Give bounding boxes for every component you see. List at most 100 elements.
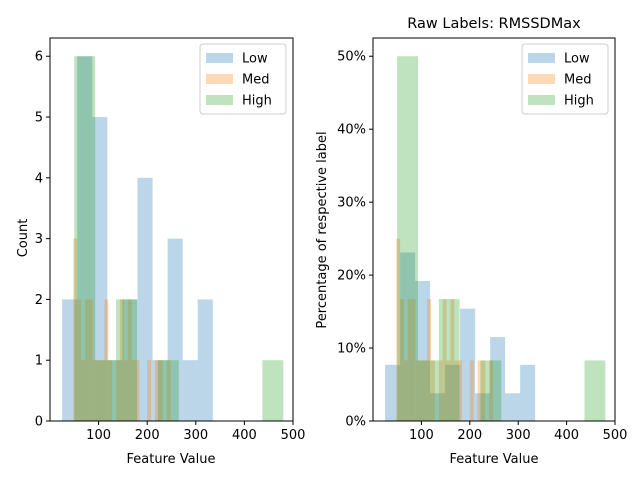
histogram-bar-high <box>438 299 460 421</box>
histogram-bar-low <box>415 280 431 421</box>
histogram-bar-med <box>489 360 494 421</box>
histogram-bar-high <box>397 56 419 421</box>
histogram-bar-low <box>505 393 521 421</box>
x-tick-label: 100 <box>86 428 111 443</box>
histogram-bar-med <box>123 360 128 421</box>
histogram-bar-med <box>135 360 140 421</box>
x-tick-label: 200 <box>457 428 482 443</box>
histogram-bar-low <box>445 364 461 421</box>
histogram-bar-low <box>167 238 183 421</box>
histogram-bar-high <box>262 360 284 421</box>
histogram-bar-med <box>154 360 159 421</box>
y-tick-label: 0 <box>35 415 43 430</box>
histogram-bar-med <box>403 360 408 421</box>
histogram-bar-med <box>396 238 401 421</box>
y-tick-label: 4 <box>35 171 43 186</box>
y-tick-label: 30% <box>337 196 366 211</box>
histogram-bar-med <box>96 360 101 421</box>
histogram-bar-low <box>490 337 506 421</box>
legend-box <box>521 43 609 115</box>
histogram-bar-med <box>84 299 89 421</box>
axes-frame <box>49 37 294 422</box>
histogram-bar-low <box>107 360 123 421</box>
y-tick-label: 40% <box>337 123 366 138</box>
legend-label-med: Med <box>242 73 269 88</box>
y-tick-label: 10% <box>337 342 366 357</box>
histogram-bar-low <box>197 299 213 421</box>
histogram-bar-med <box>81 360 85 421</box>
histogram-bar-med <box>442 299 447 421</box>
histogram-bar-low <box>122 299 138 421</box>
histogram-bar-med <box>450 299 455 421</box>
histogram-bar-high <box>418 360 439 421</box>
bar-group <box>62 56 284 422</box>
legend: Low Med High <box>521 43 609 115</box>
x-tick-label: 500 <box>603 428 628 443</box>
y-tick-label: 2 <box>35 293 43 308</box>
histogram-bar-low <box>62 299 78 421</box>
histogram-bar-low <box>182 360 198 421</box>
y-axis-ticks: 0% 10% 20% 30% 40% 50% <box>337 50 373 430</box>
histogram-bar-high <box>584 360 606 421</box>
x-tick-label: 300 <box>183 428 208 443</box>
legend-label-low: Low <box>564 52 590 67</box>
histogram-bar-low <box>137 177 153 421</box>
chart-title: Raw Labels: RMSSDMax <box>407 16 581 32</box>
y-tick-label: 20% <box>337 269 366 284</box>
legend-box <box>199 43 287 115</box>
histogram-bar-med <box>119 299 124 421</box>
histogram-bar-med <box>481 360 486 421</box>
histogram-bar-med <box>147 360 152 421</box>
x-axis-label: Feature Value <box>450 452 539 467</box>
legend-swatch-med <box>206 74 233 84</box>
y-tick-label: 1 <box>35 354 43 369</box>
x-axis-label: Feature Value <box>127 452 216 467</box>
histogram-bar-high <box>74 56 96 421</box>
histogram-bar-med <box>458 360 463 421</box>
histogram-bar-med <box>77 299 82 421</box>
histogram-bar-med <box>454 360 459 421</box>
bar-group <box>385 56 606 421</box>
histogram-bar-low <box>430 393 446 421</box>
y-tick-label: 50% <box>337 50 366 65</box>
histogram-bar-med <box>469 360 474 421</box>
histogram-bar-med <box>400 299 404 421</box>
y-axis-ticks: 0 1 2 3 4 5 6 <box>35 50 50 430</box>
legend-swatch-low <box>528 53 555 63</box>
histogram-bar-med <box>116 360 120 421</box>
legend-label-low: Low <box>242 52 268 67</box>
histogram-bar-med <box>419 360 424 421</box>
histogram-bar-high <box>480 360 502 421</box>
histogram-bar-low <box>92 117 108 422</box>
histogram-bar-med <box>415 360 420 421</box>
y-tick-label: 3 <box>35 232 43 247</box>
histogram-bar-low <box>152 360 168 421</box>
y-axis-label: Percentage of respective label <box>315 131 330 328</box>
histogram-bar-med <box>88 299 93 421</box>
y-tick-label: 5 <box>35 111 43 126</box>
histogram-bar-med <box>131 360 136 421</box>
histogram-bar-high <box>95 360 117 421</box>
histogram-bar-med <box>477 360 482 421</box>
histogram-bar-med <box>438 360 443 421</box>
x-tick-label: 200 <box>135 428 160 443</box>
legend-label-high: High <box>564 94 594 109</box>
legend-label-med: Med <box>564 73 591 88</box>
histogram-bar-high <box>116 299 137 421</box>
legend-swatch-low <box>206 53 233 63</box>
histogram-bar-med <box>446 360 451 421</box>
histogram-bar-low <box>385 364 401 421</box>
histogram-bar-med <box>407 299 412 421</box>
histogram-bar-med <box>411 299 416 421</box>
x-axis-ticks: 100 200 300 400 500 <box>409 421 627 443</box>
x-axis-ticks: 100 200 300 400 500 <box>86 421 305 443</box>
histogram-bar-med <box>427 299 432 421</box>
legend-swatch-med <box>528 74 555 84</box>
histogram-bar-med <box>92 360 97 421</box>
histogram-bar-med <box>73 238 78 421</box>
y-tick-label: 0% <box>345 415 366 430</box>
histogram-bar-high <box>157 360 179 421</box>
histogram-bar-med <box>100 360 105 421</box>
histogram-bar-low <box>77 56 93 421</box>
